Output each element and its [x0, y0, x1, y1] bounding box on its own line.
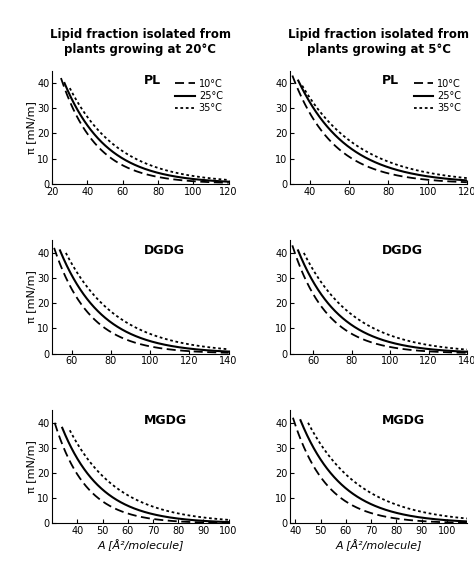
Y-axis label: π [mN/m]: π [mN/m] — [26, 100, 36, 153]
Text: PL: PL — [382, 74, 399, 87]
Legend: 10°C, 25°C, 35°C: 10°C, 25°C, 35°C — [174, 78, 224, 114]
Text: PL: PL — [144, 74, 161, 87]
Text: MGDG: MGDG — [144, 413, 187, 426]
Text: Lipid fraction isolated from
plants growing at 5°C: Lipid fraction isolated from plants grow… — [288, 28, 469, 56]
Legend: 10°C, 25°C, 35°C: 10°C, 25°C, 35°C — [413, 78, 462, 114]
X-axis label: A [Å²/molecule]: A [Å²/molecule] — [97, 539, 183, 551]
Y-axis label: π [mN/m]: π [mN/m] — [26, 440, 36, 493]
Y-axis label: π [mN/m]: π [mN/m] — [26, 271, 36, 323]
X-axis label: A [Å²/molecule]: A [Å²/molecule] — [336, 539, 422, 551]
Text: DGDG: DGDG — [144, 244, 185, 257]
Text: Lipid fraction isolated from
plants growing at 20°C: Lipid fraction isolated from plants grow… — [50, 28, 231, 56]
Text: MGDG: MGDG — [382, 413, 425, 426]
Text: DGDG: DGDG — [382, 244, 423, 257]
